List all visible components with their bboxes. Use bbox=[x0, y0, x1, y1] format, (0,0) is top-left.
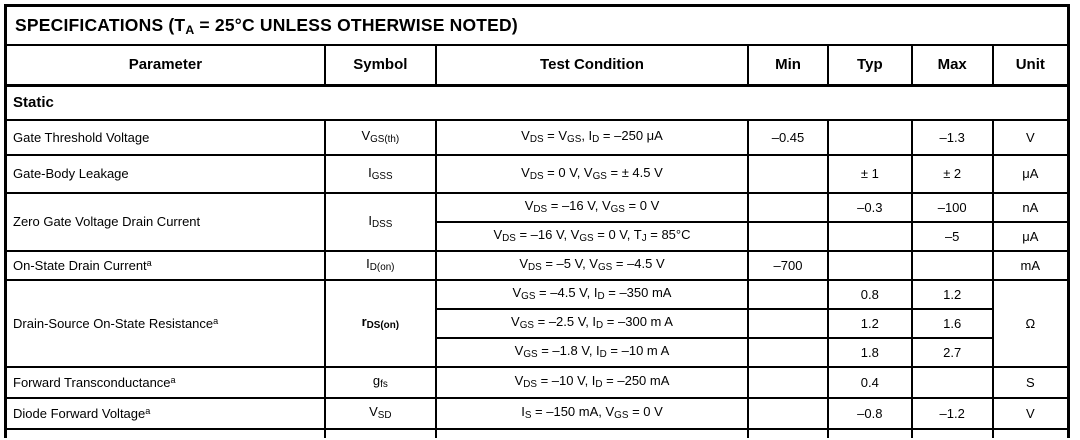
col-header-min: Min bbox=[747, 44, 829, 87]
parameter-cell: Gate Threshold Voltage bbox=[4, 118, 326, 156]
unit-cell: S bbox=[991, 365, 1070, 399]
unit-cell: V bbox=[991, 396, 1070, 430]
test-condition-cell: VGS = –1.8 V, ID = –10 m A bbox=[434, 336, 750, 368]
unit-cell: mA bbox=[991, 249, 1070, 281]
min-cell bbox=[747, 191, 829, 223]
parameter-cell: Diode Forward Voltagea bbox=[4, 396, 326, 430]
typ-cell: 0.4 bbox=[826, 365, 913, 399]
typ-cell: –0.8 bbox=[826, 396, 913, 430]
datasheet-page: SPECIFICATIONS (TA = 25°C UNLESS OTHERWI… bbox=[4, 4, 1070, 438]
max-cell: ± 2 bbox=[910, 153, 994, 194]
cutoff-stub-cell bbox=[5, 428, 326, 438]
min-cell: –700 bbox=[747, 249, 829, 281]
typ-cell bbox=[826, 249, 913, 281]
parameter-cell: Zero Gate Voltage Drain Current bbox=[4, 191, 326, 252]
max-cell: 1.6 bbox=[910, 307, 994, 339]
max-cell: –5 bbox=[910, 220, 994, 252]
table-title-row: SPECIFICATIONS (TA = 25°C UNLESS OTHERWI… bbox=[5, 5, 1069, 47]
cutoff-stub-cell bbox=[826, 428, 913, 438]
typ-cell: 0.8 bbox=[826, 278, 913, 310]
min-cell bbox=[747, 365, 829, 399]
table-row: Gate-Body Leakage IGSS VDS = 0 V, VGS = … bbox=[4, 153, 1070, 194]
table-cutoff-stub-row bbox=[5, 428, 1069, 438]
test-condition-cell: VGS = –2.5 V, ID = –300 m A bbox=[434, 307, 750, 339]
col-header-symbol: Symbol bbox=[323, 44, 437, 87]
max-cell bbox=[910, 365, 994, 399]
test-condition-cell: VDS = 0 V, VGS = ± 4.5 V bbox=[434, 153, 750, 194]
table-row: Zero Gate Voltage Drain Current IDSS VDS… bbox=[4, 191, 1070, 252]
col-header-typ: Typ bbox=[826, 44, 913, 87]
symbol-cell: VSD bbox=[323, 396, 437, 430]
symbol-cell: gfs bbox=[323, 365, 437, 399]
cutoff-stub-cell bbox=[910, 428, 994, 438]
test-condition-cell: VDS = –16 V, VGS = 0 V bbox=[434, 191, 750, 223]
max-cell: 2.7 bbox=[910, 336, 994, 368]
table-row: On-State Drain Currenta ID(on) VDS = –5 … bbox=[4, 249, 1070, 281]
max-cell: –1.3 bbox=[910, 118, 994, 156]
column-header-row: Parameter Symbol Test Condition Min Typ … bbox=[4, 44, 1070, 87]
typ-cell: –0.3 bbox=[826, 191, 913, 223]
table-row: Forward Transconductancea gfs VDS = –10 … bbox=[4, 365, 1070, 399]
typ-cell: 1.8 bbox=[826, 336, 913, 368]
max-cell: –1.2 bbox=[910, 396, 994, 430]
parameter-cell: On-State Drain Currenta bbox=[4, 249, 326, 281]
cutoff-stub-cell bbox=[991, 428, 1069, 438]
table-row: VGS = –2.5 V, ID = –300 m A 1.2 1.6 bbox=[6, 307, 1069, 339]
min-cell bbox=[747, 278, 829, 310]
section-header-static: Static bbox=[5, 84, 1069, 121]
min-cell bbox=[747, 153, 829, 194]
typ-cell: 1.2 bbox=[826, 307, 913, 339]
test-condition-cell: IS = –150 mA, VGS = 0 V bbox=[434, 396, 750, 430]
min-cell bbox=[747, 396, 829, 430]
min-cell bbox=[747, 220, 829, 252]
symbol-cell: VGS(th) bbox=[323, 118, 437, 156]
symbol-cell: IGSS bbox=[323, 153, 437, 194]
min-cell bbox=[747, 336, 829, 368]
cutoff-stub-cell bbox=[323, 428, 437, 438]
test-condition-cell: VGS = –4.5 V, ID = –350 mA bbox=[434, 278, 750, 310]
symbol-cell: ID(on) bbox=[323, 249, 437, 281]
table-row: Diode Forward Voltagea VSD IS = –150 mA,… bbox=[4, 396, 1070, 430]
test-condition-cell: VDS = –5 V, VGS = –4.5 V bbox=[434, 249, 750, 281]
unit-cell: nA bbox=[991, 191, 1070, 223]
table-row: Drain-Source On-State Resistancea rDS(on… bbox=[4, 278, 1070, 368]
col-header-unit: Unit bbox=[991, 44, 1070, 87]
unit-cell: μA bbox=[991, 220, 1070, 252]
specifications-table: SPECIFICATIONS (TA = 25°C UNLESS OTHERWI… bbox=[4, 4, 1070, 438]
min-cell bbox=[747, 307, 829, 339]
test-condition-cell: VDS = –16 V, VGS = 0 V, TJ = 85°C bbox=[434, 220, 750, 252]
table-row: VDS = –16 V, VGS = 0 V, TJ = 85°C –5 μA bbox=[6, 220, 1070, 252]
max-cell: –100 bbox=[910, 191, 994, 223]
test-condition-cell: VDS = –10 V, ID = –250 mA bbox=[434, 365, 750, 399]
unit-cell: Ω bbox=[991, 278, 1070, 368]
typ-cell: ± 1 bbox=[826, 153, 913, 194]
test-condition-cell: VDS = VGS, ID = –250 μA bbox=[434, 118, 750, 156]
parameter-cell: Gate-Body Leakage bbox=[4, 153, 326, 194]
table-title: SPECIFICATIONS (TA = 25°C UNLESS OTHERWI… bbox=[5, 5, 1069, 47]
table-row: Gate Threshold Voltage VGS(th) VDS = VGS… bbox=[4, 118, 1070, 156]
parameter-cell: Drain-Source On-State Resistancea bbox=[4, 278, 326, 368]
col-header-test-condition: Test Condition bbox=[434, 44, 750, 87]
typ-cell bbox=[826, 220, 913, 252]
col-header-parameter: Parameter bbox=[4, 44, 326, 87]
max-cell bbox=[910, 249, 994, 281]
typ-cell bbox=[826, 118, 913, 156]
col-header-max: Max bbox=[910, 44, 994, 87]
symbol-cell: IDSS bbox=[323, 191, 437, 252]
cutoff-stub-cell bbox=[434, 428, 750, 438]
table-row: VGS = –1.8 V, ID = –10 m A 1.8 2.7 bbox=[6, 336, 1069, 368]
cutoff-stub-cell bbox=[747, 428, 829, 438]
min-cell: –0.45 bbox=[747, 118, 829, 156]
unit-cell: μA bbox=[991, 153, 1070, 194]
unit-cell: V bbox=[991, 118, 1070, 156]
max-cell: 1.2 bbox=[910, 278, 994, 310]
symbol-cell: rDS(on) bbox=[323, 278, 437, 368]
parameter-cell: Forward Transconductancea bbox=[4, 365, 326, 399]
section-row-static: Static bbox=[5, 84, 1069, 121]
